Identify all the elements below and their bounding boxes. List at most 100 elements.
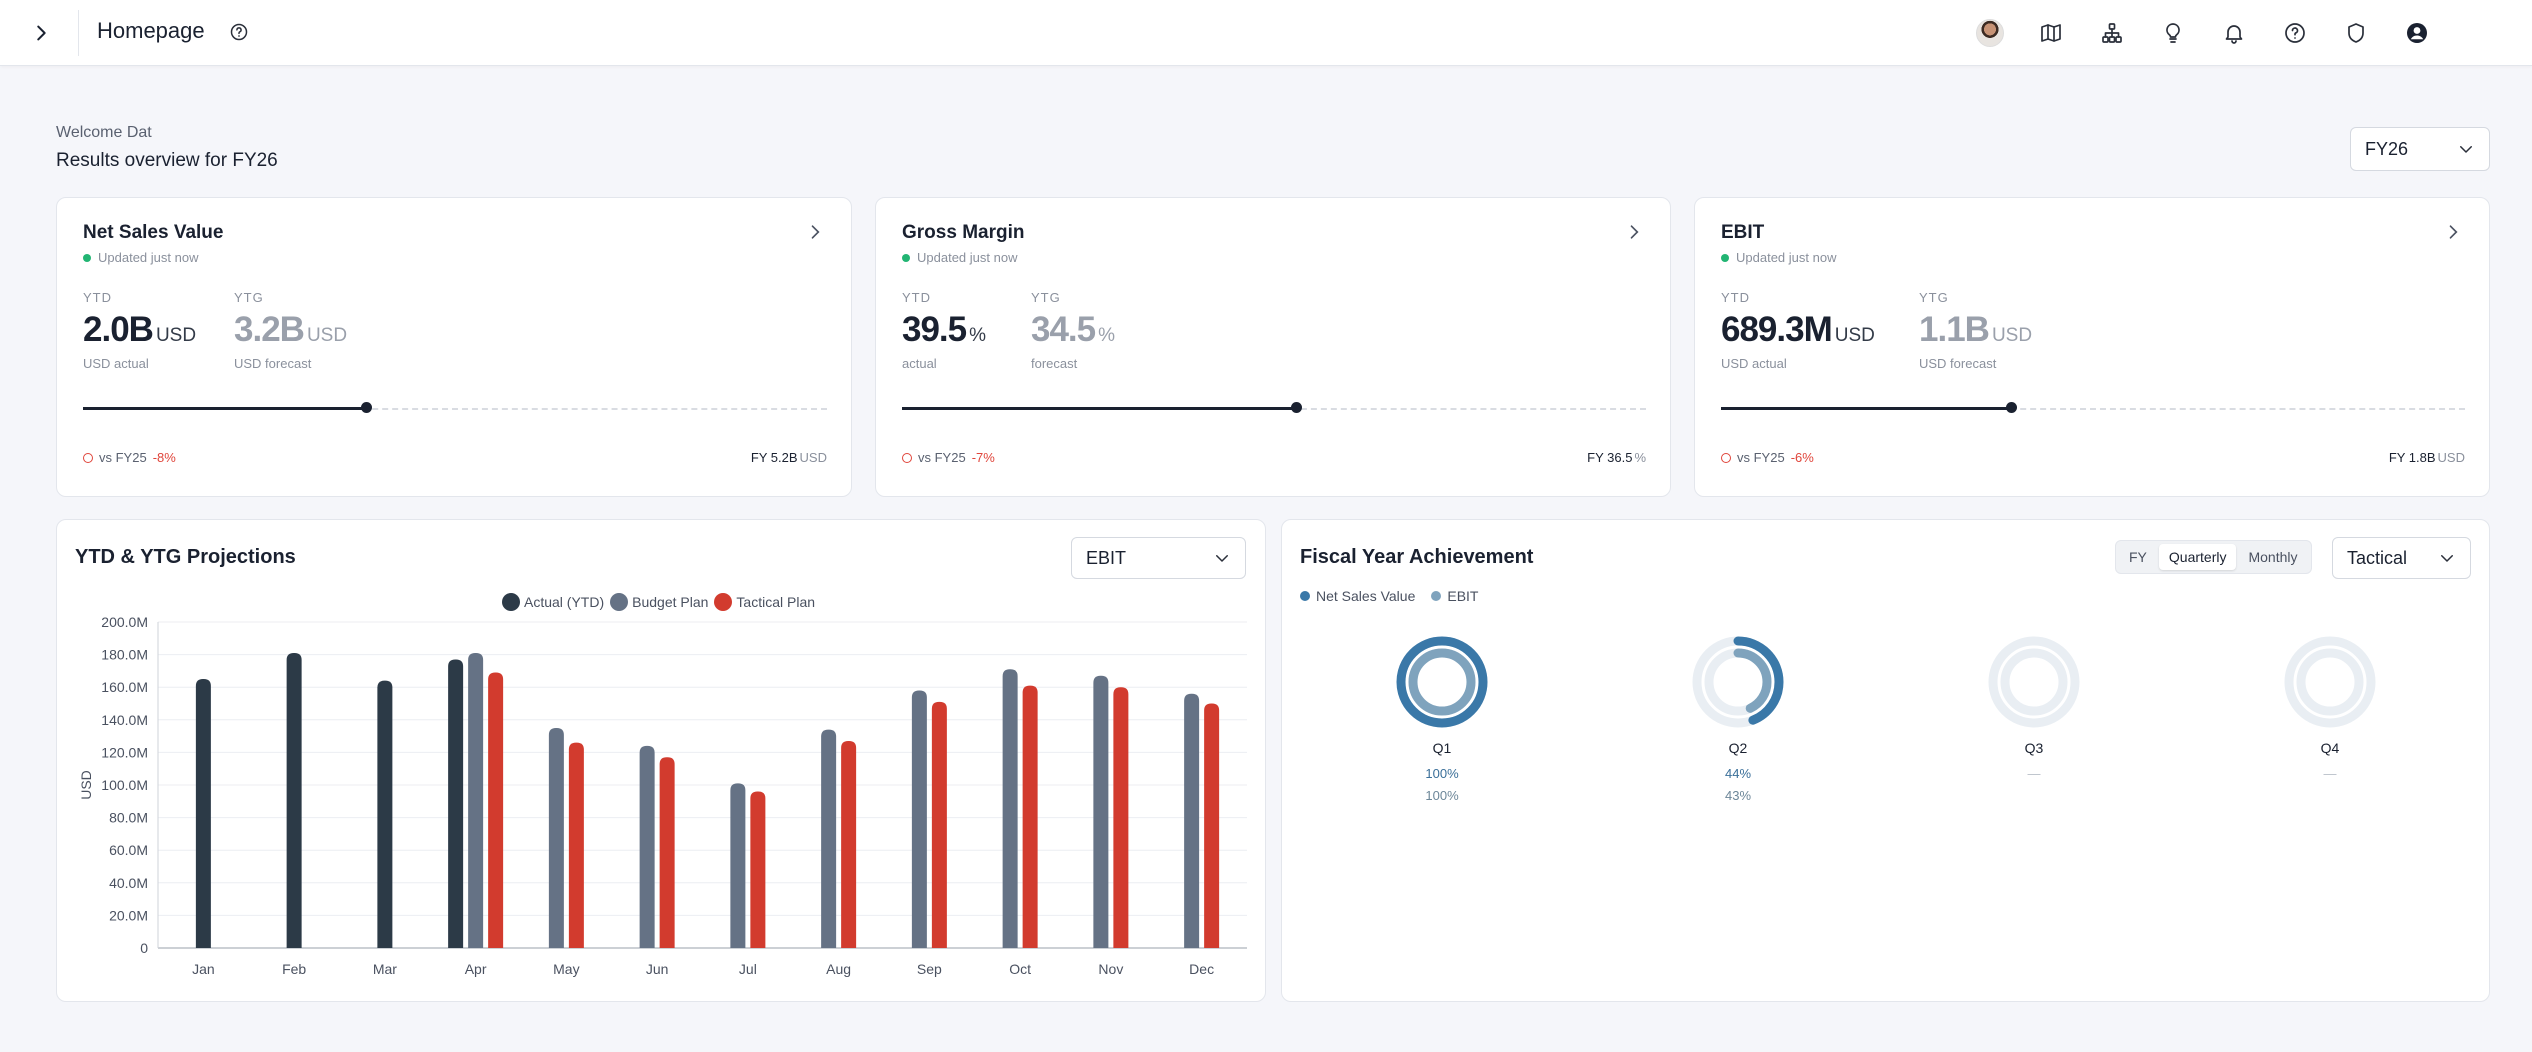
bar-budget-plan-nov[interactable] — [1093, 675, 1109, 948]
trend-indicator-icon — [902, 452, 912, 463]
bar-tactical-plan-sep[interactable] — [931, 701, 947, 948]
quarter-ring-chart — [1692, 636, 1784, 728]
bar-budget-plan-oct[interactable] — [1002, 669, 1018, 948]
plan-select[interactable]: Tactical — [2332, 537, 2471, 579]
user-photo-button[interactable] — [1971, 14, 2009, 52]
x-tick-label: Jul — [739, 961, 757, 977]
help-circle-icon — [230, 23, 248, 41]
progress-track — [83, 408, 827, 410]
quarter-ring-chart — [2284, 636, 2376, 728]
user-circle-icon — [2407, 23, 2427, 43]
bar-budget-plan-jul[interactable] — [730, 783, 746, 948]
bar-tactical-plan-apr[interactable] — [488, 672, 504, 948]
y-tick-label: 100.0M — [101, 777, 148, 793]
legend-item-actual[interactable]: Actual (YTD) — [502, 593, 604, 611]
bar-budget-plan-dec[interactable] — [1184, 693, 1200, 948]
ebit-ring-track — [2000, 648, 2068, 716]
ytg-caption: forecast — [1031, 356, 1078, 371]
user-photo-avatar — [1976, 19, 2004, 47]
quarter-q3[interactable]: Q3 — — [1974, 634, 2094, 781]
ebit-ring-arc — [1704, 648, 1772, 716]
fy-total: FY 1.8B USD — [2389, 450, 2465, 465]
quarter-q1[interactable]: Q1 100% 100% — [1382, 634, 1502, 803]
achievement-title: Fiscal Year Achievement — [1300, 546, 1534, 568]
fy-total-unit: USD — [2437, 450, 2465, 465]
ideas-button[interactable] — [2154, 14, 2192, 52]
x-tick-label: Sep — [917, 961, 942, 977]
ytg-value-wrap: 34.5% — [1031, 310, 1115, 350]
y-tick-label: 200.0M — [101, 614, 148, 630]
ebit-ring-track — [2296, 648, 2364, 716]
ytd-value-wrap: 689.3M USD — [1721, 310, 1875, 350]
bar-actual-ytd-mar[interactable] — [377, 680, 393, 948]
shield-icon — [2348, 23, 2364, 43]
help-button[interactable] — [2276, 14, 2314, 52]
chevron-down-icon — [1216, 555, 1228, 562]
kpi-open-button[interactable] — [1622, 220, 1646, 244]
plan-select-value: Tactical — [2347, 547, 2408, 568]
quarter-q2[interactable]: Q2 44% 43% — [1678, 634, 1798, 803]
comparison-value: -6% — [1790, 450, 1814, 465]
trend-indicator-icon — [83, 452, 93, 463]
sitemap-icon — [2102, 23, 2122, 43]
top-bar: Homepage — [0, 0, 2532, 66]
kpi-comparison: vs FY25 -7% — [902, 450, 995, 465]
bar-budget-plan-may[interactable] — [548, 727, 564, 948]
security-button[interactable] — [2337, 14, 2375, 52]
bar-tactical-plan-jul[interactable] — [750, 791, 766, 948]
org-chart-button[interactable] — [2093, 14, 2131, 52]
kpi-open-button[interactable] — [2441, 220, 2465, 244]
bar-actual-ytd-apr[interactable] — [448, 659, 464, 948]
kpi-updated-text: Updated just now — [1736, 250, 1837, 265]
kpi-card-ebit[interactable]: EBIT Updated just now YTD YTG 689.3M USD … — [1694, 197, 2490, 497]
x-tick-label: Dec — [1189, 961, 1214, 977]
period-option-fy[interactable]: FY — [2129, 549, 2147, 565]
period-option-quarterly[interactable]: Quarterly — [2158, 544, 2237, 570]
bar-tactical-plan-jun[interactable] — [659, 757, 675, 948]
y-axis-label: USD — [78, 770, 94, 800]
lightbulb-icon — [2166, 23, 2180, 43]
bar-tactical-plan-aug[interactable] — [841, 740, 857, 948]
kpi-open-button[interactable] — [803, 220, 827, 244]
x-tick-label: Oct — [1009, 961, 1031, 977]
ytd-unit: % — [969, 325, 987, 346]
ebit-ring-arc — [1408, 648, 1476, 716]
quarter-q4[interactable]: Q4 — — [2270, 634, 2390, 781]
fiscal-year-select[interactable]: FY26 — [2350, 127, 2490, 171]
ytg-label: YTG — [234, 290, 264, 305]
bar-tactical-plan-dec[interactable] — [1204, 703, 1220, 949]
y-tick-label: 0 — [140, 940, 148, 956]
chevron-right-icon — [811, 225, 820, 239]
account-button[interactable] — [2398, 14, 2436, 52]
fy-total: FY 36.5% — [1587, 450, 1646, 465]
bar-budget-plan-apr[interactable] — [468, 652, 484, 948]
legend-item-tactical[interactable]: Tactical Plan — [714, 593, 815, 611]
legend-item-budget[interactable]: Budget Plan — [610, 593, 708, 611]
bar-actual-ytd-feb[interactable] — [286, 652, 302, 948]
kpi-title: Net Sales Value — [83, 222, 224, 243]
page-title: Homepage — [97, 18, 205, 43]
kpi-card-net-sales-value[interactable]: Net Sales Value Updated just now YTD YTG… — [56, 197, 852, 497]
kpi-card-gross-margin[interactable]: Gross Margin Updated just now YTD YTG 39… — [875, 197, 1671, 497]
bar-budget-plan-aug[interactable] — [821, 729, 837, 948]
progress-marker — [360, 402, 372, 413]
metric-select[interactable]: EBIT — [1071, 537, 1246, 579]
chevron-right-icon — [2449, 225, 2458, 239]
quarter-label: Q4 — [2320, 740, 2340, 756]
quarter-label: Q2 — [1728, 740, 1748, 756]
ytd-label: YTD — [1721, 290, 1750, 305]
bar-budget-plan-sep[interactable] — [911, 690, 927, 948]
sidebar-toggle-button[interactable] — [22, 14, 60, 52]
bar-actual-ytd-jan[interactable] — [195, 679, 211, 948]
ytd-value-wrap: 2.0B USD — [83, 310, 196, 350]
bar-tactical-plan-may[interactable] — [568, 742, 584, 948]
legend-swatch-budget — [610, 593, 629, 611]
period-option-monthly[interactable]: Monthly — [2248, 549, 2298, 565]
map-button[interactable] — [2032, 14, 2070, 52]
bar-tactical-plan-oct[interactable] — [1022, 685, 1038, 948]
bar-budget-plan-jun[interactable] — [639, 745, 655, 948]
page-help-button[interactable] — [226, 19, 252, 45]
progress-marker — [2006, 402, 2018, 413]
notifications-button[interactable] — [2215, 14, 2253, 52]
bar-tactical-plan-nov[interactable] — [1113, 687, 1129, 948]
